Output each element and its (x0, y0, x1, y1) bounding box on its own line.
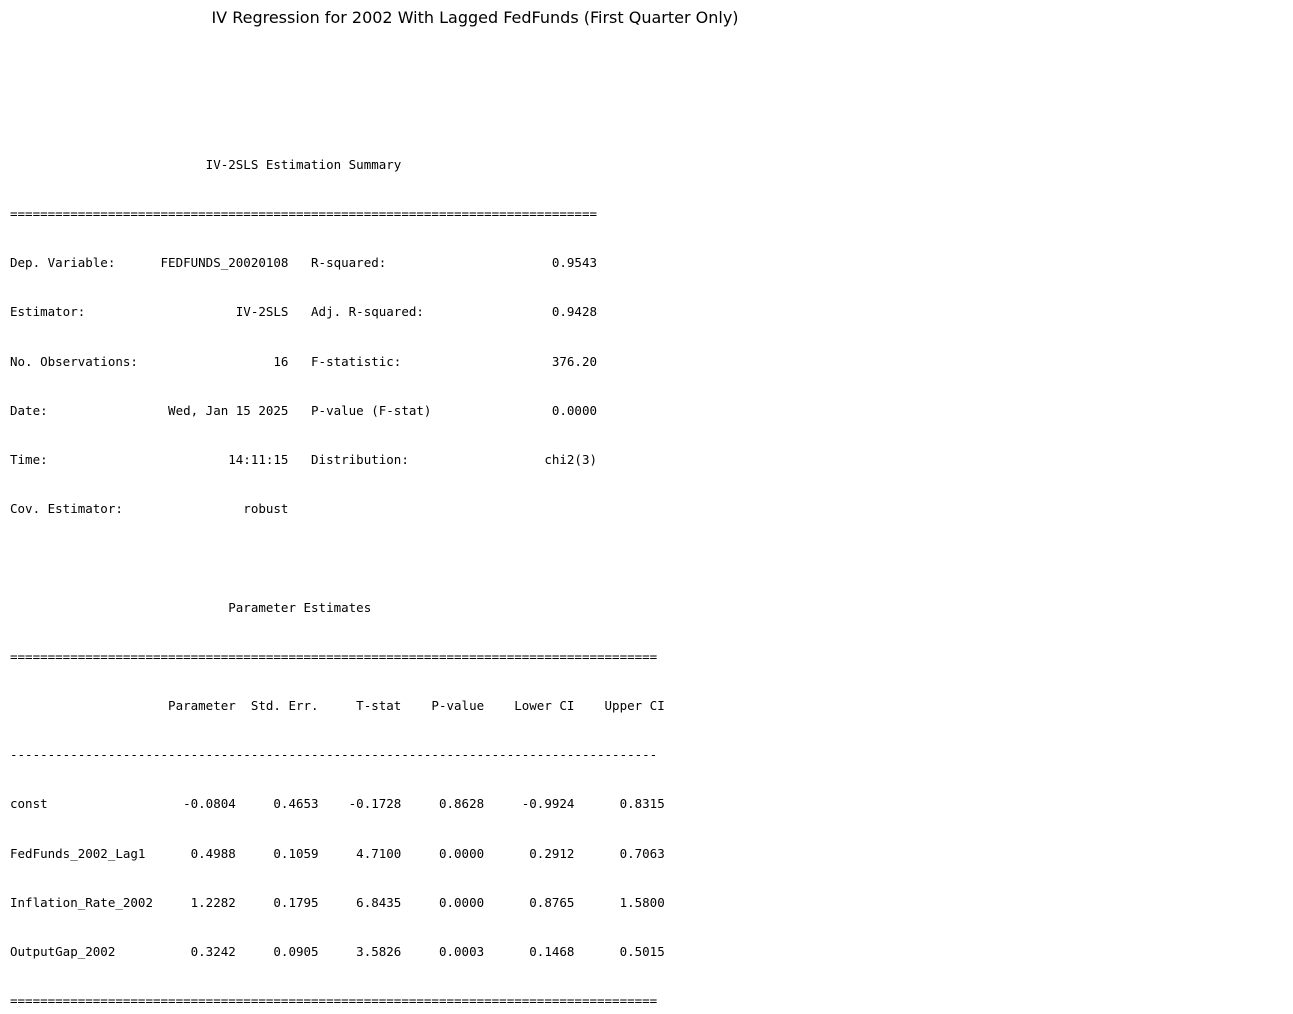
param-row-output-gap: OutputGap_2002 0.3242 0.0905 3.5826 0.00… (10, 944, 665, 960)
info-row-dep-variable: Dep. Variable: FEDFUNDS_20020108 R-squar… (10, 255, 597, 271)
param-rule-dash: ----------------------------------------… (10, 747, 658, 763)
param-rule-top: ========================================… (10, 648, 658, 664)
param-table-header: Parameter Std. Err. T-stat P-value Lower… (10, 698, 665, 714)
info-row-time: Time: 14:11:15 Distribution: chi2(3) (10, 452, 597, 468)
info-row-estimator: Estimator: IV-2SLS Adj. R-squared: 0.942… (10, 304, 597, 320)
param-row-inflation-rate: Inflation_Rate_2002 1.2282 0.1795 6.8435… (10, 894, 665, 910)
param-row-const: const -0.0804 0.4653 -0.1728 0.8628 -0.9… (10, 796, 665, 812)
info-row-date: Date: Wed, Jan 15 2025 P-value (F-stat) … (10, 402, 597, 418)
iv-2sls-summary-text: IV-2SLS Estimation Summary =============… (10, 124, 1154, 1014)
figure-title: IV Regression for 2002 With Lagged FedFu… (211, 8, 739, 27)
blank-line (10, 550, 1154, 566)
summary-rule-top: ========================================… (10, 206, 597, 222)
info-row-cov-estimator: Cov. Estimator: robust (10, 501, 597, 517)
info-row-observations: No. Observations: 16 F-statistic: 376.20 (10, 353, 597, 369)
param-row-fedfunds-lag1: FedFunds_2002_Lag1 0.4988 0.1059 4.7100 … (10, 845, 665, 861)
summary-title: IV-2SLS Estimation Summary (10, 156, 597, 172)
parameter-estimates-title: Parameter Estimates (10, 599, 597, 615)
param-rule-bottom: ========================================… (10, 993, 658, 1009)
